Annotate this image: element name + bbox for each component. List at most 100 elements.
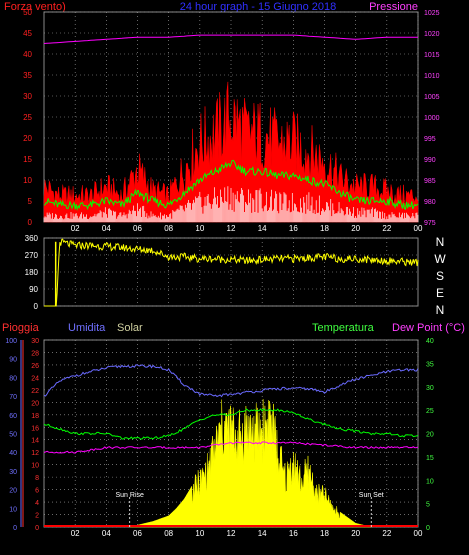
temp-y-tick-label: 15: [426, 455, 434, 462]
wind-y-tick-label: 15: [23, 155, 32, 164]
rain-y-tick-label: 28: [31, 350, 39, 357]
humidity-y-tick-label: 10: [9, 506, 17, 513]
pressure-y-tick-label: 985: [424, 178, 436, 185]
temp-y-tick-label: 30: [426, 385, 434, 392]
rain-y-tick-label: 30: [31, 338, 39, 345]
rain-y-tick-label: 12: [31, 450, 39, 457]
temp-x-tick-label: 14: [258, 529, 267, 538]
humidity-y-tick-label: 20: [9, 488, 17, 495]
rain-y-tick-label: 20: [31, 400, 39, 407]
rain-axis-label: Pioggia: [2, 322, 40, 334]
wind-x-tick-label: 22: [382, 224, 391, 233]
wind-x-tick-label: 20: [351, 224, 360, 233]
temp-y-tick-label: 5: [426, 502, 430, 509]
wind-direction-line: [44, 238, 419, 307]
wind-x-tick-label: 14: [258, 224, 267, 233]
rain-y-tick-label: 26: [31, 363, 39, 370]
humidity-y-tick-label: 0: [13, 525, 17, 532]
temp-y-tick-label: 0: [426, 525, 430, 532]
dewpoint-axis-label: Dew Point (°C): [392, 322, 465, 334]
rain-y-tick-label: 24: [31, 375, 39, 382]
rain-y-tick-label: 14: [31, 438, 39, 445]
rain-y-tick-label: 8: [35, 475, 39, 482]
direction-y-tick-label: 360: [25, 234, 39, 243]
wind-x-tick-label: 08: [164, 224, 173, 233]
temperature-axis-label: Temperatura: [312, 322, 375, 334]
wind-y-tick-label: 5: [28, 197, 33, 206]
pressure-y-tick-label: 975: [424, 220, 436, 227]
direction-y-tick-label: 180: [25, 268, 39, 277]
solar-axis-label: Solar: [117, 322, 143, 334]
temp-x-tick-label: 18: [320, 529, 329, 538]
humidity-y-tick-label: 70: [9, 394, 17, 401]
humidity-y-tick-label: 60: [9, 413, 17, 420]
rain-y-tick-label: 4: [35, 500, 39, 507]
wind-y-tick-label: 35: [23, 71, 32, 80]
pressure-y-tick-label: 1015: [424, 52, 440, 59]
wind-gust-area: [43, 81, 419, 223]
wind-x-tick-label: 06: [133, 224, 142, 233]
pressure-y-tick-label: 1010: [424, 73, 440, 80]
wind-y-tick-label: 45: [23, 29, 32, 38]
wind-axis-label: Forza vento): [4, 1, 66, 13]
temp-x-tick-label: 06: [133, 529, 142, 538]
temp-y-tick-label: 25: [426, 408, 434, 415]
wind-mean-line: [43, 159, 419, 211]
temp-x-tick-label: 22: [382, 529, 391, 538]
temp-x-tick-label: 00: [414, 529, 423, 538]
temp-x-tick-label: 08: [164, 529, 173, 538]
pressure-y-tick-label: 995: [424, 136, 436, 143]
wind-y-tick-label: 0: [28, 218, 33, 227]
pressure-y-tick-label: 980: [424, 199, 436, 206]
temp-x-tick-label: 04: [102, 529, 111, 538]
wind-y-tick-label: 40: [23, 50, 32, 59]
temp-x-tick-label: 10: [195, 529, 204, 538]
dewpoint-line: [43, 441, 419, 454]
humidity-axis-label: Umidita: [68, 322, 106, 334]
compass-label: S: [436, 269, 444, 283]
humidity-line: [43, 364, 419, 398]
sunrise-marker-label: Sun Rise: [116, 492, 145, 499]
compass-label: N: [436, 303, 445, 317]
chart-title: 24 hour graph - 15 Giugno 2018: [180, 1, 337, 13]
compass-label: W: [434, 252, 446, 266]
wind-x-tick-label: 00: [414, 224, 423, 233]
rain-y-tick-label: 16: [31, 425, 39, 432]
humidity-y-tick-label: 30: [9, 469, 17, 476]
wind-y-tick-label: 30: [23, 92, 32, 101]
temperature-humidity-panel: 0102030405060708090100024681012141618202…: [5, 338, 434, 538]
direction-y-tick-label: 0: [34, 302, 39, 311]
pressure-y-tick-label: 1020: [424, 31, 440, 38]
rain-y-tick-label: 6: [35, 488, 39, 495]
temp-y-tick-label: 40: [426, 338, 434, 345]
wind-y-tick-label: 50: [23, 8, 32, 17]
solar-area: [129, 399, 372, 528]
compass-label: N: [436, 235, 445, 249]
sunset-marker-label: Sun Set: [359, 492, 384, 499]
wind-pressure-panel: 0510152025303540455097598098599099510001…: [23, 8, 440, 233]
rain-y-tick-label: 22: [31, 388, 39, 395]
wind-x-tick-label: 16: [289, 224, 298, 233]
temp-y-tick-label: 20: [426, 432, 434, 439]
temp-x-tick-label: 02: [71, 529, 80, 538]
compass-label: E: [436, 286, 444, 300]
wind-y-tick-label: 10: [23, 176, 32, 185]
wind-x-tick-label: 04: [102, 224, 111, 233]
pressure-y-tick-label: 990: [424, 157, 436, 164]
humidity-y-tick-label: 90: [9, 357, 17, 364]
wind-x-tick-label: 02: [71, 224, 80, 233]
direction-y-tick-label: 270: [25, 251, 39, 260]
temp-x-tick-label: 20: [351, 529, 360, 538]
humidity-y-tick-label: 40: [9, 450, 17, 457]
rain-y-tick-label: 10: [31, 463, 39, 470]
rain-y-tick-label: 18: [31, 413, 39, 420]
direction-y-tick-label: 90: [29, 285, 38, 294]
pressure-y-tick-label: 1000: [424, 115, 440, 122]
pressure-axis-label: Pressione: [369, 1, 418, 13]
pressure-y-tick-label: 1005: [424, 94, 440, 101]
wind-x-tick-label: 18: [320, 224, 329, 233]
wind-y-tick-label: 20: [23, 134, 32, 143]
wind-x-tick-label: 10: [195, 224, 204, 233]
